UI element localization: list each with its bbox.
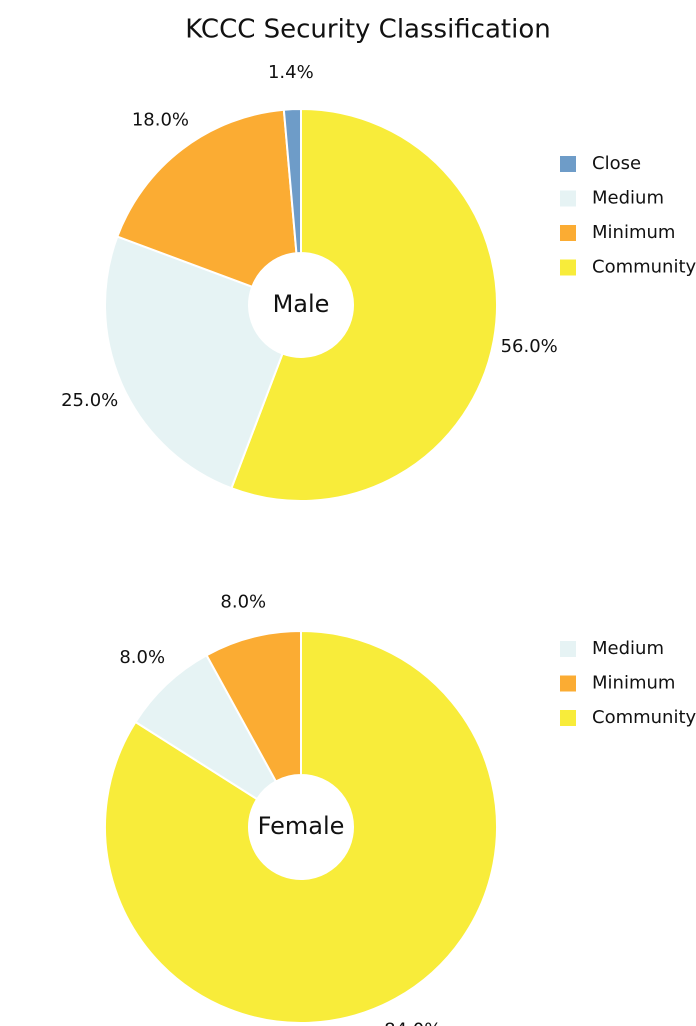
pie-slice <box>104 629 498 1024</box>
pie-slice <box>205 629 302 783</box>
legend-swatch <box>560 710 576 726</box>
legend-label: Minimum <box>592 673 675 694</box>
legend-swatch <box>560 259 576 276</box>
value-label: 1.4% <box>268 62 314 83</box>
legend-swatch <box>560 190 576 207</box>
legend-label: Community <box>592 257 696 278</box>
pie-slice <box>230 107 498 502</box>
legend-swatch <box>560 156 576 172</box>
value-label: 84.0% <box>384 1019 441 1026</box>
legend-label: Community <box>592 707 696 728</box>
pie-slice <box>116 108 298 289</box>
legend-swatch <box>560 675 576 692</box>
value-label: 25.0% <box>61 390 118 411</box>
center-label: Male <box>273 290 330 318</box>
legend-label: Medium <box>592 188 664 209</box>
value-label: 18.0% <box>132 109 189 130</box>
center-label: Female <box>258 812 345 840</box>
legend-label: Close <box>592 153 641 174</box>
legend-swatch <box>560 641 576 657</box>
pie-slice <box>104 235 284 490</box>
value-label: 56.0% <box>501 336 558 357</box>
pie-slice <box>282 107 302 255</box>
legend-label: Medium <box>592 638 664 659</box>
value-label: 8.0% <box>220 591 266 612</box>
legend-label: Minimum <box>592 222 675 243</box>
legend-swatch <box>560 225 576 241</box>
value-label: 8.0% <box>119 647 165 668</box>
chart-title: KCCC Security Classification <box>185 15 550 45</box>
